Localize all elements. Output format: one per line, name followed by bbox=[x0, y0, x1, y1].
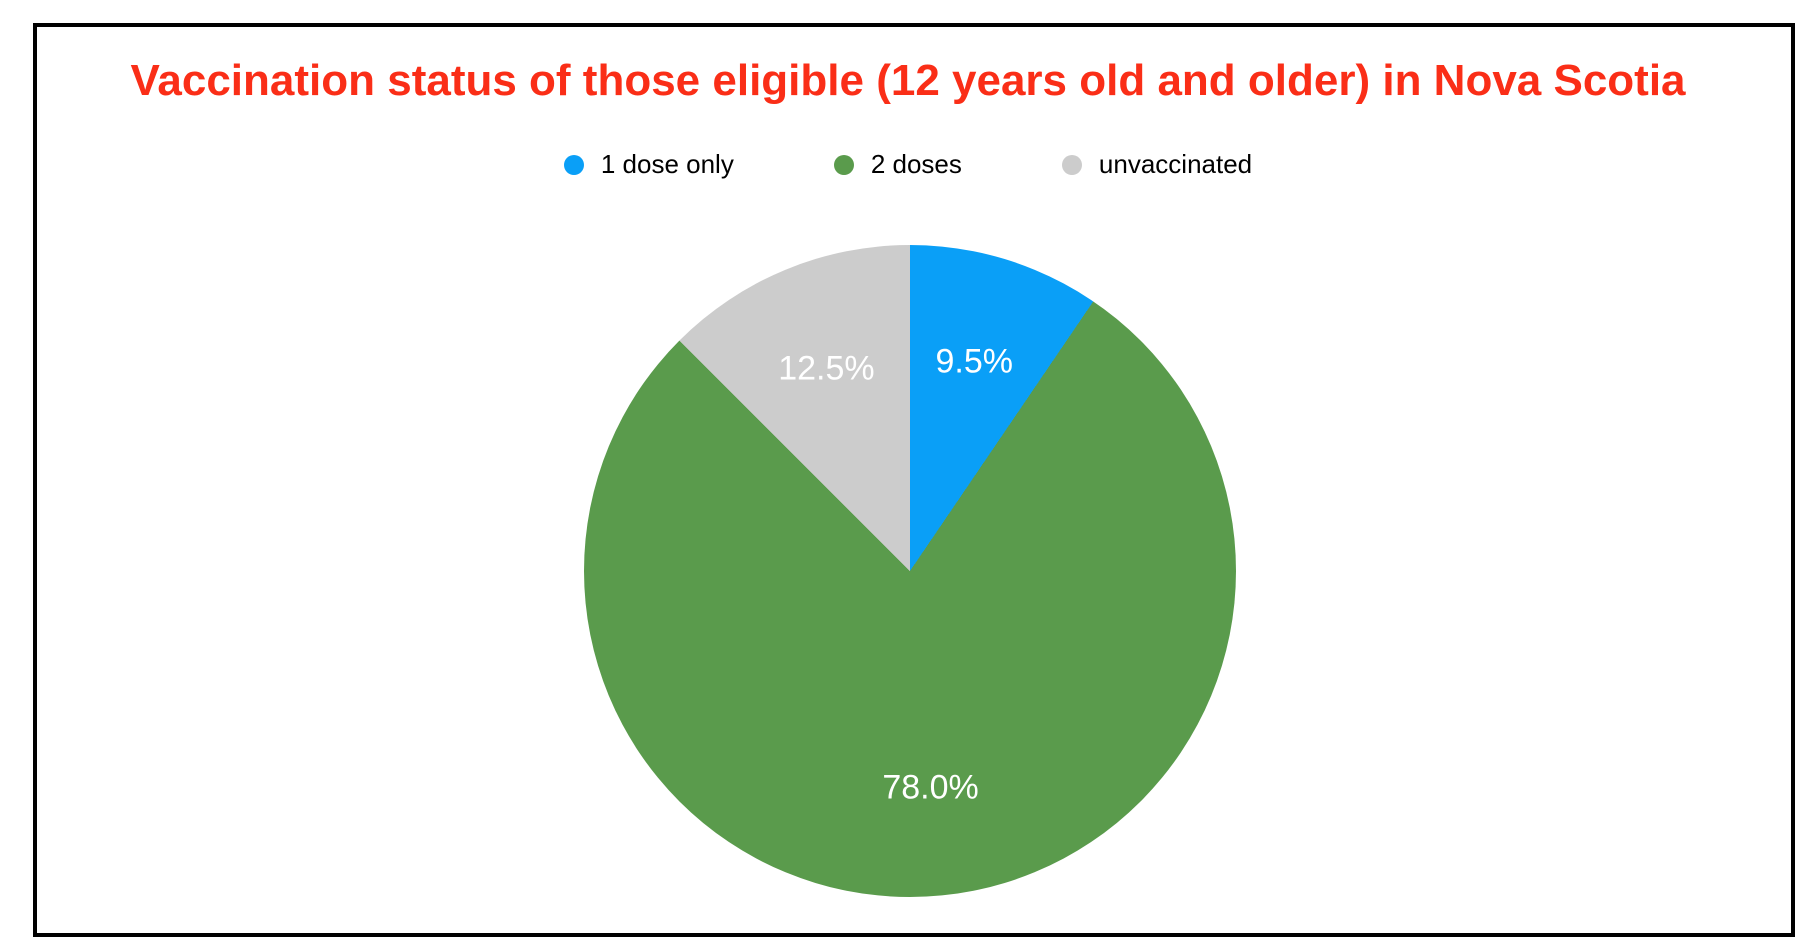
legend-item-2-doses: 2 doses bbox=[833, 149, 962, 180]
chart-title: Vaccination status of those eligible (12… bbox=[130, 56, 1686, 105]
legend-label: unvaccinated bbox=[1098, 149, 1253, 179]
pie-slice-label: 9.5% bbox=[935, 342, 1013, 381]
legend-item-1-dose-only: 1 dose only bbox=[563, 149, 734, 180]
legend-item-unvaccinated: unvaccinated bbox=[1061, 149, 1253, 180]
pie-chart: 9.5% 78.0% 12.5% bbox=[584, 245, 1236, 897]
legend: 1 dose only 2 doses unvaccinated bbox=[0, 149, 1816, 180]
legend-label: 2 doses bbox=[870, 149, 962, 179]
pie-slice-label: 12.5% bbox=[778, 349, 875, 388]
legend-swatch-icon bbox=[833, 154, 854, 175]
legend-swatch-icon bbox=[563, 154, 584, 175]
pie-slice-label: 78.0% bbox=[882, 768, 979, 807]
chart-frame-border bbox=[33, 23, 1795, 937]
legend-swatch-icon bbox=[1061, 154, 1082, 175]
legend-label: 1 dose only bbox=[600, 149, 734, 179]
